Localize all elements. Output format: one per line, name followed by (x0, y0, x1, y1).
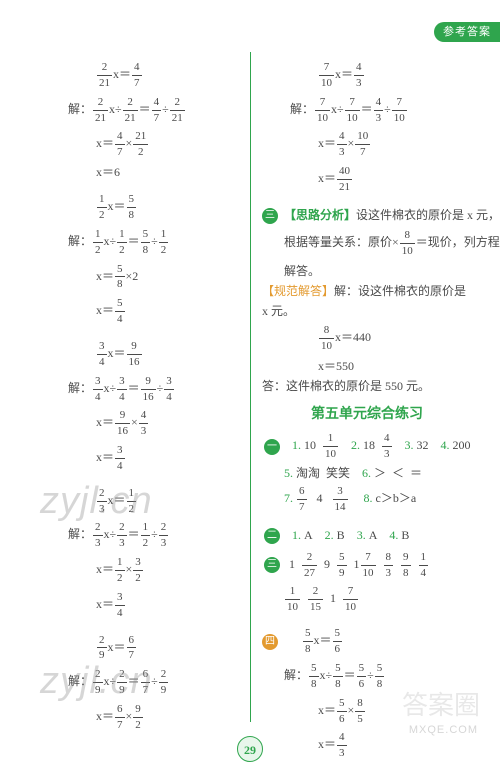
left-column: 221x＝47 解：221x÷221＝47÷221 x＝47×212 x＝6 1… (40, 56, 250, 745)
unit-title: 第五单元综合练习 (262, 406, 472, 425)
badge-four-icon: 四 (262, 634, 278, 650)
problem-2: 12x＝58 解：12x÷12＝58÷12 x＝58×2 x＝54 (40, 192, 250, 327)
question-3: 三 1 227 9 59 1710 83 98 14 110 215 1 710 (262, 550, 472, 614)
problem-1: 221x＝47 解：221x÷221＝47÷221 x＝47×212 x＝6 (40, 60, 250, 180)
answer-tab: 参考答案 (434, 22, 500, 42)
problem-5: 29x＝67 解：29x÷29＝67÷29 x＝67×92 (40, 633, 250, 733)
problem-4: 23x＝12 解：23x÷23＝12÷23 x＝12×32 x＝34 (40, 486, 250, 621)
badge-three-icon: 三 (262, 208, 278, 224)
question-4: 四 58x＝56 解：58x÷58＝56÷58 x＝56×85 x＝43 (262, 626, 472, 761)
right-column: 710x＝43 解：710x÷710＝43÷710 x＝43×107 x＝402… (262, 56, 472, 772)
solution-tag: 【规范解答】 (262, 284, 334, 298)
badge-two-icon: 二 (264, 528, 280, 544)
badge-three2-icon: 三 (264, 557, 280, 573)
badge-one-icon: 一 (264, 439, 280, 455)
question-2: 二1.A 2.B 3.A 4.B (262, 527, 472, 544)
problem-3: 34x＝916 解：34x÷34＝916÷34 x＝916×43 x＝34 (40, 339, 250, 474)
problem-r1: 710x＝43 解：710x÷710＝43÷710 x＝43×107 x＝402… (262, 60, 472, 195)
column-separator (250, 52, 251, 722)
question-1: 一1.10 110 2.18 43 3.32 4.200 5.5. 淘淘 笑笑 … (262, 431, 472, 515)
final-answer: 答：这件棉衣的原价是 550 元。 (262, 378, 472, 394)
page: 参考答案 221x＝47 解：221x÷221＝47÷221 x＝47×212 … (0, 0, 500, 772)
result: x＝6 (40, 164, 250, 180)
page-number: 29 (237, 736, 263, 762)
analysis-block: 三【思路分析】设这件棉衣的原价是 x 元， 根据等量关系：原价×810＝现价，列… (262, 207, 472, 395)
analysis-tag: 【思路分析】 (284, 208, 356, 222)
